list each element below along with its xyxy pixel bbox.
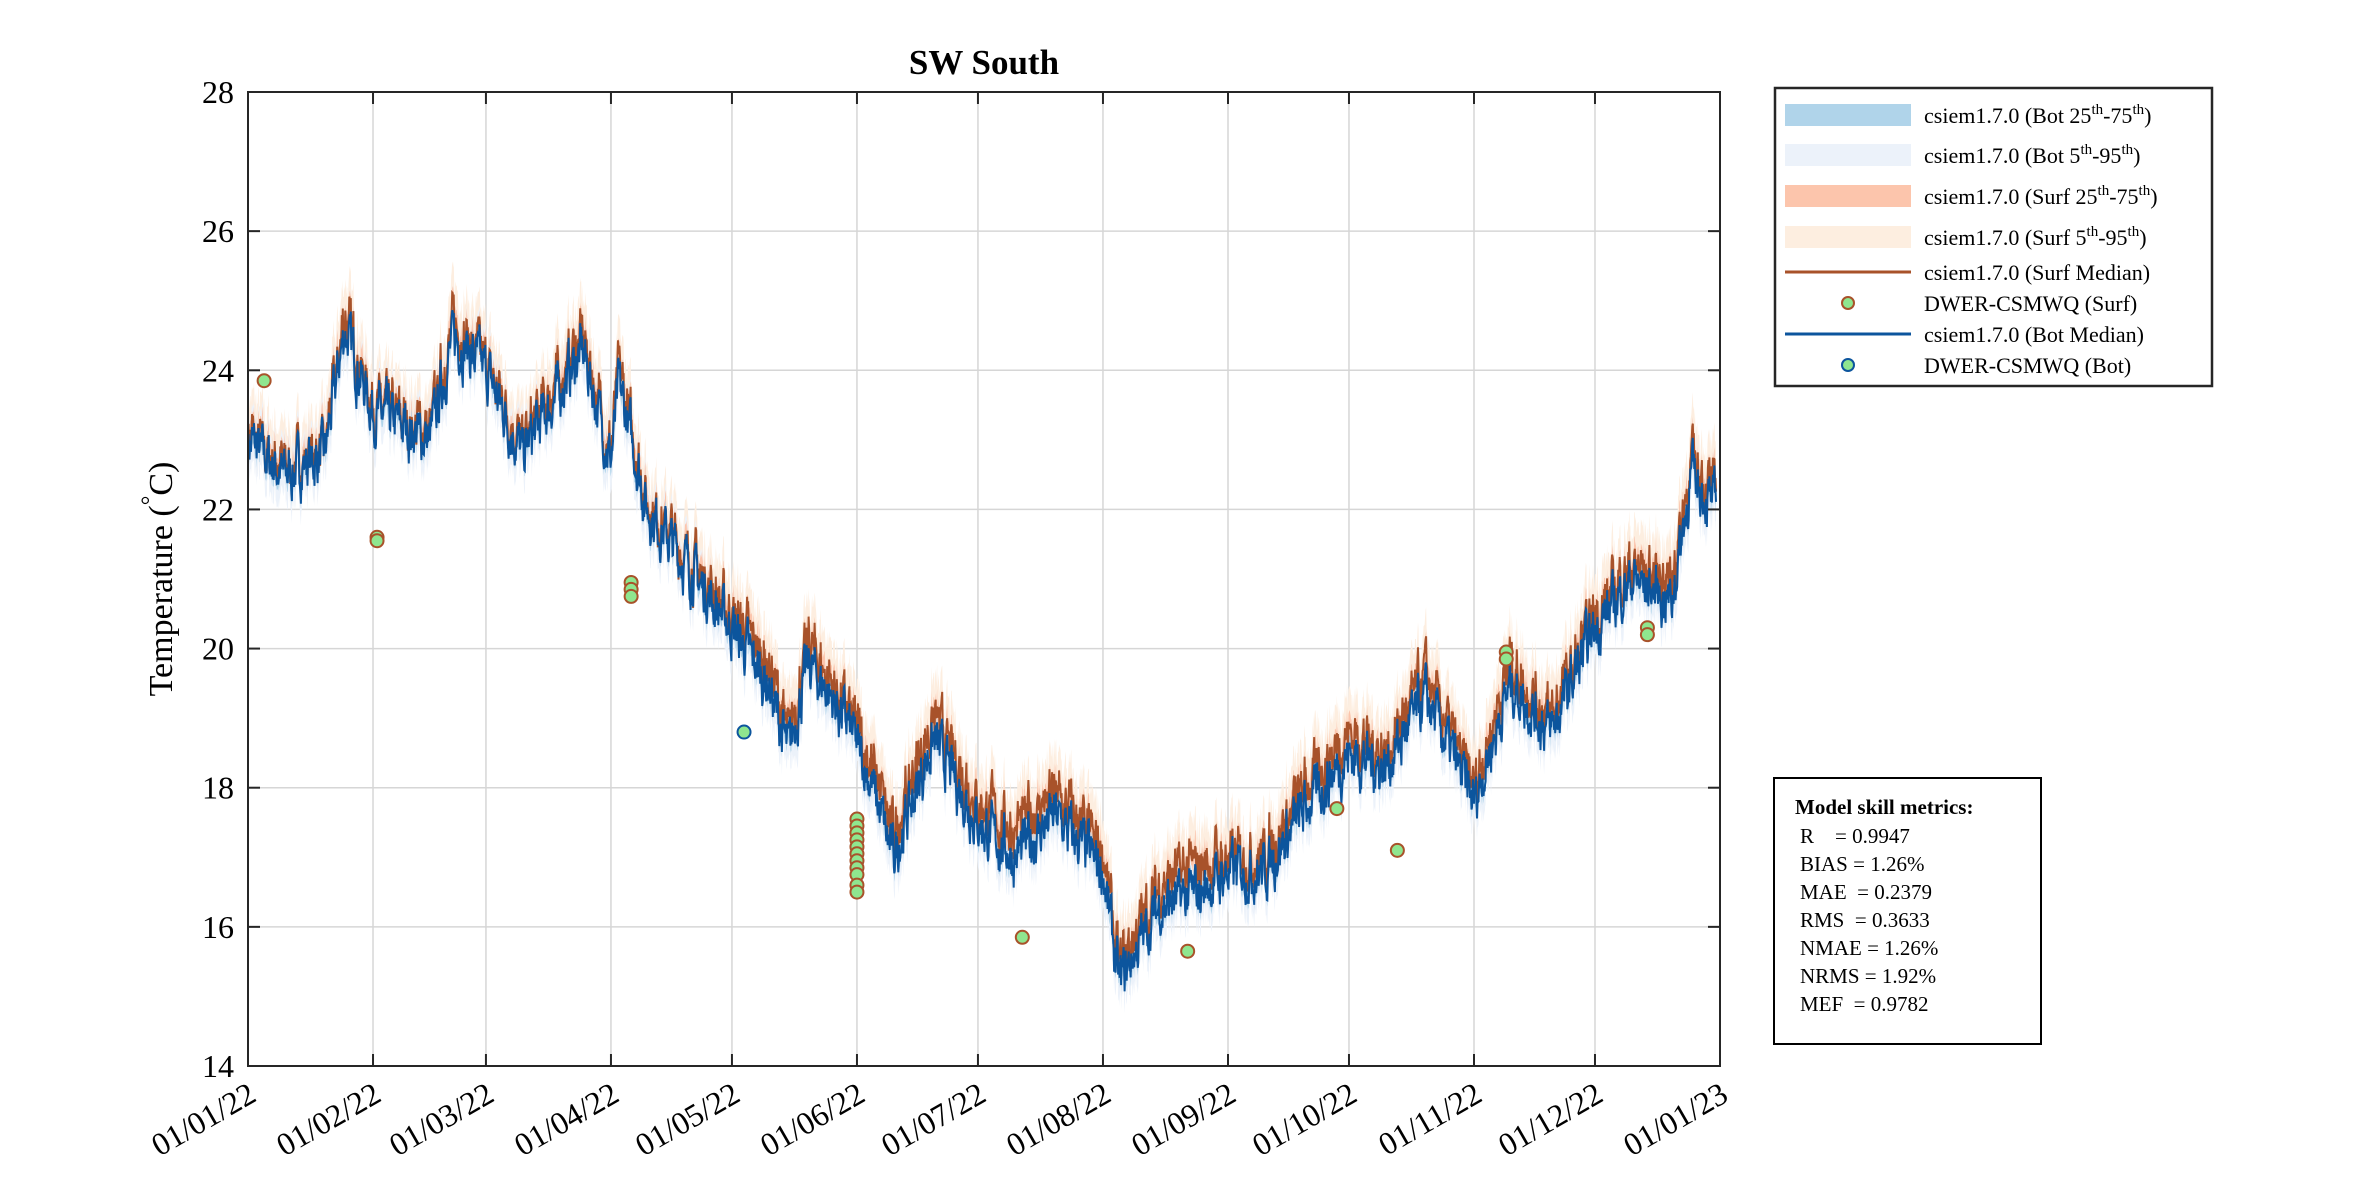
legend-label: csiem1.7.0 (Bot 25th-75th) bbox=[1924, 102, 2151, 128]
y-tick-label: 20 bbox=[202, 631, 234, 667]
metric-line: NRMS = 1.92% bbox=[1800, 964, 1936, 988]
metric-line: NMAE = 1.26% bbox=[1800, 936, 1938, 960]
legend-swatch bbox=[1785, 185, 1911, 207]
legend-label: DWER-CSMWQ (Surf) bbox=[1924, 291, 2137, 316]
legend: csiem1.7.0 (Bot 25th-75th) csiem1.7.0 (Bo… bbox=[1773, 86, 2214, 388]
median-lines bbox=[247, 289, 1717, 992]
chart-title: SW South bbox=[909, 43, 1059, 82]
observation-point bbox=[1389, 842, 1405, 858]
plot-frame bbox=[247, 91, 1721, 1067]
y-tick-label: 18 bbox=[202, 770, 234, 806]
observation-point bbox=[1639, 627, 1655, 643]
observation-point bbox=[1498, 651, 1514, 667]
observation-point bbox=[256, 373, 272, 389]
metric-line: BIAS = 1.26% bbox=[1800, 852, 1924, 876]
y-tick-label: 26 bbox=[202, 213, 234, 249]
y-tick-label: 28 bbox=[202, 74, 234, 110]
observation-point bbox=[1329, 801, 1345, 817]
legend-swatch bbox=[1785, 226, 1911, 248]
observation-point bbox=[736, 724, 752, 740]
legend-label: csiem1.7.0 (Surf 5th-95th) bbox=[1924, 224, 2147, 250]
legend-label: csiem1.7.0 (Bot 5th-95th) bbox=[1924, 142, 2140, 168]
observation-point bbox=[1014, 929, 1030, 945]
y-axis-label: Temperature (°C) bbox=[138, 462, 180, 697]
metric-line: MAE = 0.2379 bbox=[1800, 880, 1932, 904]
legend-label: csiem1.7.0 (Surf Median) bbox=[1924, 260, 2150, 285]
observation-point bbox=[1180, 943, 1196, 959]
bot-median-line bbox=[247, 309, 1717, 992]
y-tick-label: 22 bbox=[202, 491, 234, 527]
legend-label: csiem1.7.0 (Surf 25th-75th) bbox=[1924, 183, 2158, 209]
legend-marker bbox=[1841, 358, 1855, 372]
metric-line: R = 0.9947 bbox=[1800, 824, 1910, 848]
legend-label: DWER-CSMWQ (Bot) bbox=[1924, 353, 2131, 378]
metrics-frame bbox=[1773, 777, 2042, 1045]
legend-swatch bbox=[1785, 144, 1911, 166]
metric-line: MEF = 0.9782 bbox=[1800, 992, 1929, 1016]
legend-swatch bbox=[1785, 104, 1911, 126]
y-tick-label: 14 bbox=[202, 1048, 234, 1084]
metrics-box: Model skill metrics: R = 0.9947 BIAS = 1.… bbox=[1773, 777, 2042, 1045]
metrics-title: Model skill metrics: bbox=[1795, 795, 1973, 819]
y-tick-label: 16 bbox=[202, 909, 234, 945]
metric-line: RMS = 0.3633 bbox=[1800, 908, 1930, 932]
observation-point bbox=[849, 884, 865, 900]
observation-point bbox=[369, 533, 385, 549]
observation-point bbox=[623, 588, 639, 604]
legend-label: csiem1.7.0 (Bot Median) bbox=[1924, 322, 2144, 347]
legend-marker bbox=[1841, 296, 1855, 310]
observations bbox=[256, 373, 1655, 959]
y-tick-label: 24 bbox=[202, 352, 234, 388]
